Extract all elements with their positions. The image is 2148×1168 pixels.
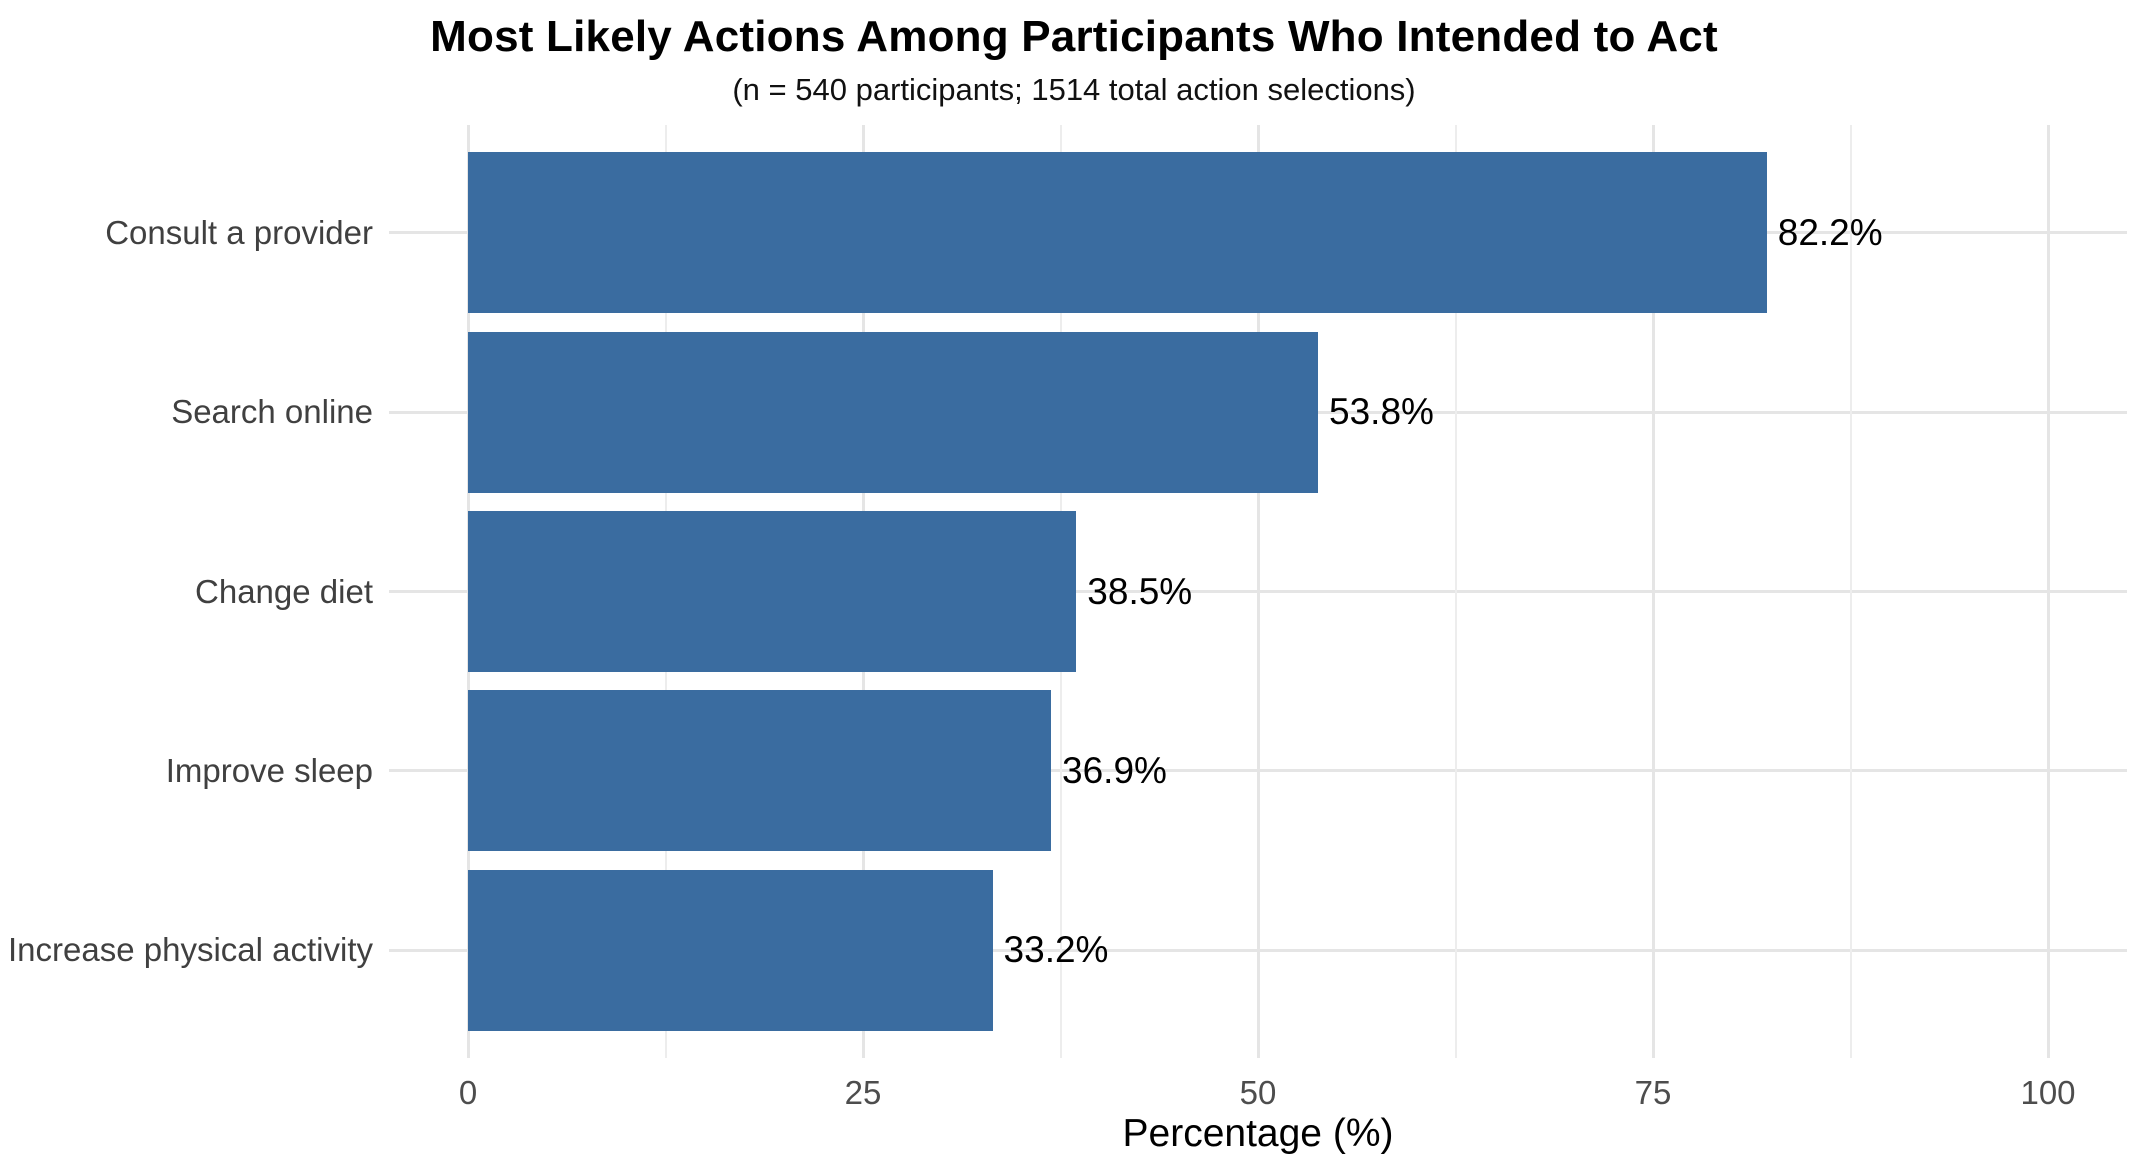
x-tick-label: 50	[1239, 1074, 1277, 1111]
category-label: Increase physical activity	[8, 931, 373, 969]
bar-4	[468, 869, 993, 1031]
bar-value-label: 38.5%	[1087, 570, 1193, 612]
category-label: Improve sleep	[165, 751, 373, 789]
bar-1	[468, 331, 1319, 493]
chart-title: Most Likely Actions Among Participants W…	[430, 12, 1718, 61]
x-tick-label: 75	[1634, 1074, 1672, 1111]
bar-value-label: 53.8%	[1329, 391, 1434, 433]
x-tick-label: 0	[458, 1074, 478, 1111]
bar-3	[468, 690, 1052, 852]
bar-0	[468, 152, 1767, 314]
bar-2	[468, 511, 1077, 672]
category-label: Consult a provider	[105, 213, 373, 251]
gridline-vertical-major	[1256, 125, 1260, 1058]
gridline-vertical-minor	[1454, 125, 1457, 1058]
x-tick-label: 100	[2020, 1074, 2076, 1111]
gridline-vertical-major	[1651, 125, 1655, 1058]
category-label: Change diet	[195, 572, 373, 610]
bar-value-label: 82.2%	[1777, 211, 1883, 253]
bar-value-label: 33.2%	[1003, 929, 1109, 971]
gridline-vertical-minor	[1849, 125, 1852, 1058]
chart-subtitle: (n = 540 participants; 1514 total action…	[732, 72, 1416, 107]
category-label: Search online	[171, 393, 373, 431]
x-tick-label: 25	[844, 1074, 882, 1111]
gridline-vertical-major	[2046, 125, 2050, 1058]
x-axis-title: Percentage (%)	[1122, 1112, 1394, 1155]
plot-panel: 82.2% 53.8% 38.5% 36.9% 33.2%	[389, 125, 2127, 1058]
bar-value-label: 36.9%	[1062, 749, 1167, 791]
